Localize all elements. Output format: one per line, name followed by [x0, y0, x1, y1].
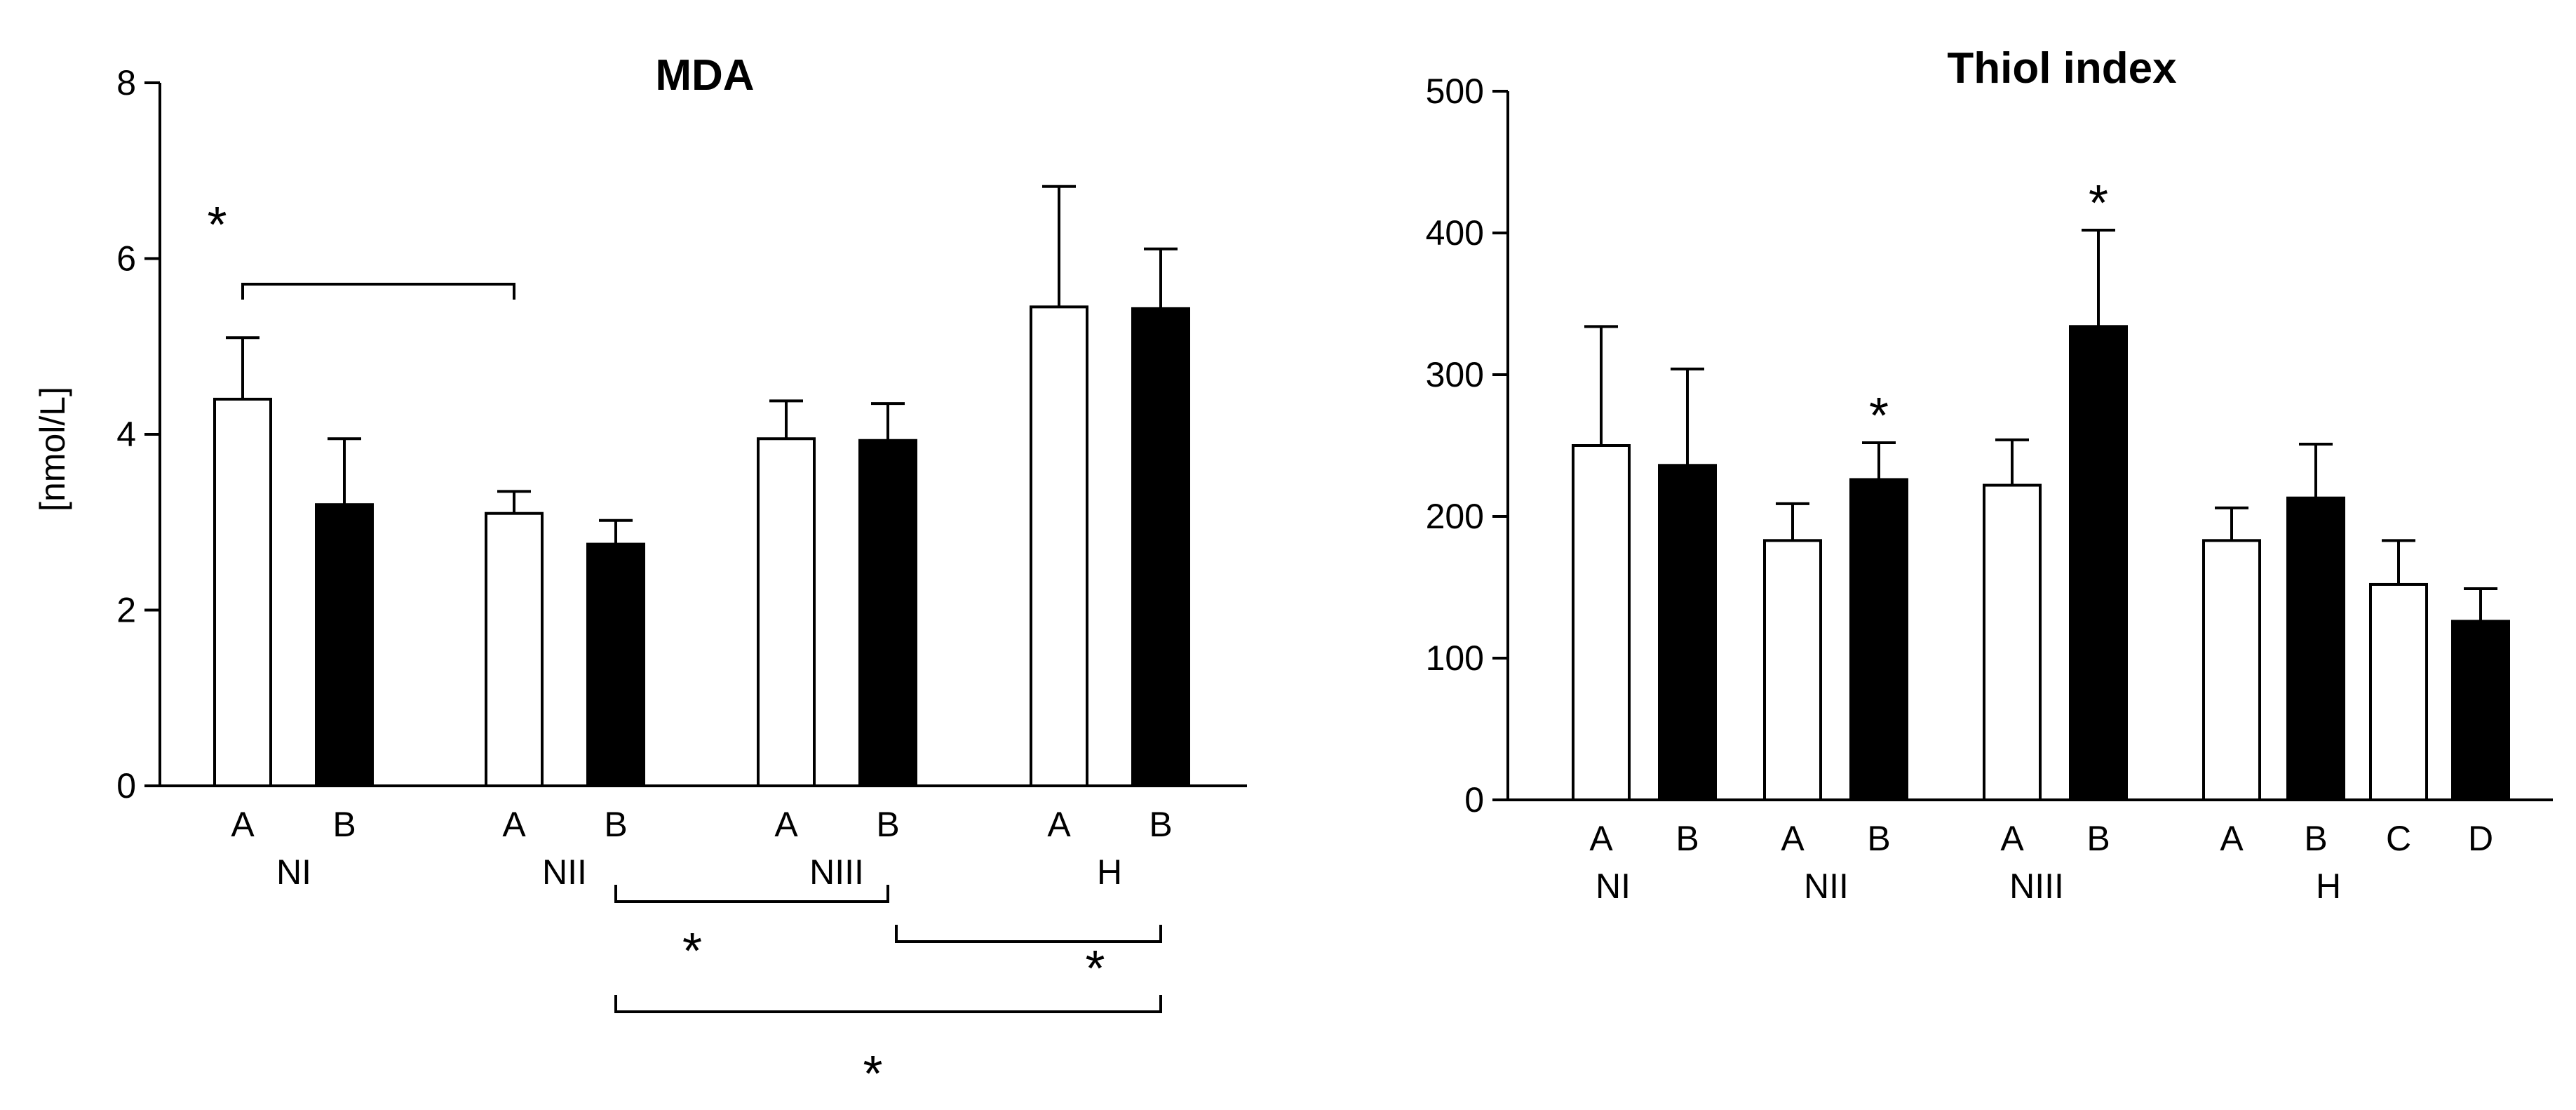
x-tick-label: B — [876, 805, 899, 844]
bar-niii-b — [2069, 325, 2128, 801]
group-label-niii: NIII — [2009, 867, 2064, 906]
y-tick-label: 100 — [1426, 638, 1484, 678]
y-tick-label: 400 — [1426, 213, 1484, 253]
group-label-h: H — [2316, 867, 2341, 906]
y-tick-label: 0 — [116, 766, 136, 805]
x-tick-label: B — [1149, 805, 1172, 844]
x-tick-label: B — [1867, 819, 1890, 858]
y-axis-label: [nmol/L] — [33, 387, 72, 511]
thiol-index-chart: Thiol index 0 100 200 300 400 500 A B NI A B * NII A B *… — [1426, 44, 2553, 906]
y-tick-label: 8 — [116, 63, 136, 102]
y-tick-label: 300 — [1426, 355, 1484, 394]
x-tick-label: A — [1047, 805, 1071, 844]
chart-title: MDA — [655, 51, 754, 100]
bar-ni-b — [315, 503, 374, 787]
bar-h-a — [2202, 539, 2261, 802]
bar-nii-b — [1849, 478, 1908, 801]
significance-bracket — [614, 885, 889, 903]
significance-bracket — [614, 995, 1162, 1013]
significance-bracket — [241, 283, 515, 300]
group-label-ni: NI — [1596, 867, 1631, 906]
bar-nii-b — [586, 542, 645, 787]
group-label-niii: NIII — [809, 852, 864, 892]
chart-title: Thiol index — [1947, 44, 2177, 93]
y-tick-label: 0 — [1464, 780, 1484, 820]
x-tick-label: A — [1589, 819, 1613, 858]
bar-niii-a — [757, 437, 816, 787]
significance-star: * — [1869, 388, 1889, 444]
bar-h-b — [1131, 307, 1190, 787]
y-tick-label: 6 — [116, 239, 136, 279]
x-tick-label: D — [2468, 819, 2493, 858]
bar-ni-a — [1572, 444, 1631, 801]
x-tick-label: A — [2000, 819, 2024, 858]
x-tick-label: A — [1781, 819, 1805, 858]
bar-nii-a — [485, 511, 544, 787]
bar-h-b — [2286, 496, 2345, 801]
x-tick-label: A — [231, 805, 255, 844]
y-tick-label: 2 — [116, 591, 136, 630]
significance-bracket — [895, 925, 1162, 943]
x-tick-label: B — [332, 805, 356, 844]
bar-h-c — [2369, 582, 2428, 802]
x-tick-label: B — [2304, 819, 2327, 858]
group-label-ni: NI — [276, 852, 311, 892]
x-tick-label: A — [2220, 819, 2244, 858]
x-tick-label: B — [2086, 819, 2110, 858]
significance-star: * — [2089, 175, 2108, 232]
significance-star: * — [1085, 941, 1105, 997]
significance-star: * — [863, 1046, 882, 1102]
bar-nii-a — [1763, 539, 1822, 802]
group-label-nii: NII — [542, 852, 587, 892]
bar-ni-a — [213, 397, 272, 787]
significance-star: * — [682, 923, 702, 979]
x-tick-label: A — [502, 805, 526, 844]
significance-star: * — [207, 197, 227, 253]
x-tick-label: B — [1675, 819, 1699, 858]
y-tick-label: 500 — [1426, 72, 1484, 111]
bar-h-d — [2451, 620, 2510, 801]
bar-h-a — [1030, 305, 1088, 787]
group-label-h: H — [1097, 852, 1122, 892]
y-tick-label: 200 — [1426, 497, 1484, 536]
y-tick-label: 4 — [116, 415, 136, 454]
group-label-nii: NII — [1804, 867, 1849, 906]
bar-niii-a — [1983, 483, 2042, 801]
x-tick-label: C — [2386, 819, 2411, 858]
bar-ni-b — [1658, 464, 1717, 802]
x-tick-label: A — [774, 805, 798, 844]
x-tick-label: B — [604, 805, 627, 844]
bar-niii-b — [858, 439, 917, 788]
